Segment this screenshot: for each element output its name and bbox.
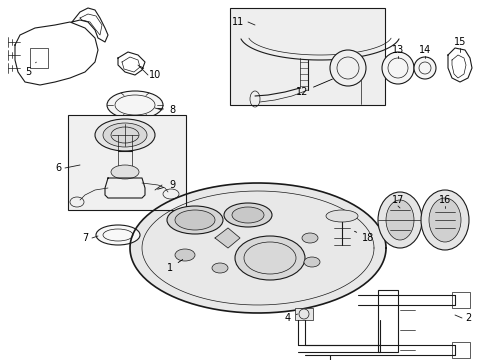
Text: 7: 7 bbox=[81, 233, 88, 243]
Ellipse shape bbox=[329, 50, 365, 86]
Text: 11: 11 bbox=[231, 17, 244, 27]
Ellipse shape bbox=[175, 210, 215, 230]
Ellipse shape bbox=[235, 236, 305, 280]
Bar bbox=[68, 115, 185, 210]
Text: 5: 5 bbox=[25, 62, 36, 77]
Text: 13: 13 bbox=[391, 45, 403, 55]
Ellipse shape bbox=[103, 123, 147, 147]
Text: 6: 6 bbox=[55, 163, 61, 173]
Polygon shape bbox=[215, 228, 240, 248]
Ellipse shape bbox=[96, 225, 140, 245]
Text: 17: 17 bbox=[391, 195, 404, 205]
Ellipse shape bbox=[325, 210, 357, 222]
Text: 16: 16 bbox=[438, 195, 450, 205]
Ellipse shape bbox=[107, 91, 163, 119]
Polygon shape bbox=[130, 183, 385, 313]
Ellipse shape bbox=[167, 206, 223, 234]
Ellipse shape bbox=[231, 207, 264, 223]
Ellipse shape bbox=[304, 257, 319, 267]
Bar bbox=[451, 292, 469, 308]
Bar bbox=[451, 342, 469, 358]
Text: 15: 15 bbox=[453, 37, 465, 47]
Ellipse shape bbox=[175, 249, 195, 261]
Ellipse shape bbox=[385, 200, 413, 240]
Ellipse shape bbox=[377, 192, 421, 248]
Bar bbox=[229, 8, 384, 105]
Ellipse shape bbox=[111, 165, 139, 179]
Ellipse shape bbox=[428, 198, 460, 242]
Text: 4: 4 bbox=[285, 313, 297, 323]
Text: 10: 10 bbox=[140, 66, 161, 80]
Text: 12: 12 bbox=[295, 79, 332, 97]
Text: 18: 18 bbox=[354, 231, 373, 243]
Ellipse shape bbox=[212, 263, 227, 273]
Ellipse shape bbox=[302, 233, 317, 243]
Bar bbox=[377, 290, 397, 352]
Ellipse shape bbox=[420, 190, 468, 250]
Text: 9: 9 bbox=[157, 180, 175, 190]
Ellipse shape bbox=[413, 57, 435, 79]
Bar bbox=[294, 308, 312, 320]
Ellipse shape bbox=[224, 203, 271, 227]
Ellipse shape bbox=[381, 52, 413, 84]
Text: 8: 8 bbox=[158, 105, 175, 115]
Bar bbox=[30, 48, 48, 68]
Text: 2: 2 bbox=[464, 313, 470, 323]
Text: 3: 3 bbox=[0, 359, 1, 360]
Ellipse shape bbox=[95, 119, 155, 151]
Polygon shape bbox=[105, 178, 145, 198]
Text: 14: 14 bbox=[418, 45, 430, 55]
Text: 1: 1 bbox=[166, 260, 183, 273]
